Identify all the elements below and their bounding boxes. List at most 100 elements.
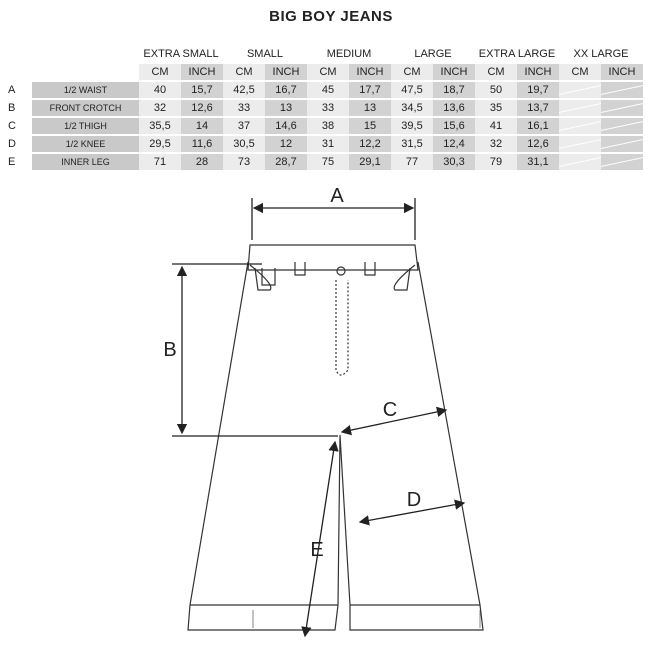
size-header: EXTRA SMALL [143, 48, 219, 60]
size-header: SMALL [246, 48, 284, 60]
label-b: B [163, 339, 176, 361]
label-e: E [310, 539, 323, 561]
value-cell: 32 [475, 136, 517, 152]
value-cell: 19,7 [517, 82, 559, 98]
value-cell: 77 [391, 154, 433, 170]
value-cell [559, 136, 601, 152]
value-cell: 14,6 [265, 118, 307, 134]
value-cell: 73 [223, 154, 265, 170]
label-c: C [383, 399, 397, 421]
unit-header-row: CM INCH CM INCH CM INCH CM INCH CM INCH CM INCH [6, 64, 643, 80]
value-cell: 42,5 [223, 82, 265, 98]
value-cell: 18,7 [433, 82, 475, 98]
value-cell: 15 [349, 118, 391, 134]
row-label: 1/2 WAIST [32, 82, 139, 98]
value-cell: 12,6 [181, 100, 223, 116]
value-cell [601, 154, 643, 170]
unit-header: INCH [349, 64, 391, 80]
value-cell: 40 [139, 82, 181, 98]
value-cell: 13,6 [433, 100, 475, 116]
value-cell: 39,5 [391, 118, 433, 134]
value-cell: 14 [181, 118, 223, 134]
value-cell [559, 82, 601, 98]
value-cell: 30,3 [433, 154, 475, 170]
chart-title: BIG BOY JEANS [269, 8, 393, 25]
table-row: A 1/2 WAIST 40 15,7 42,5 16,7 45 17,7 47,5 18,7 50… [6, 82, 643, 98]
unit-header: INCH [181, 64, 223, 80]
size-header: MEDIUM [326, 48, 372, 60]
value-cell: 31,5 [391, 136, 433, 152]
unit-header: CM [223, 64, 265, 80]
value-cell [559, 118, 601, 134]
unit-header: CM [139, 64, 181, 80]
value-cell: 75 [307, 154, 349, 170]
row-label: 1/2 THIGH [32, 118, 139, 134]
value-cell: 16,7 [265, 82, 307, 98]
value-cell: 12,4 [433, 136, 475, 152]
value-cell: 33 [307, 100, 349, 116]
table-row: E INNER LEG 71 28 73 28,7 75 29,1 77 30,3 79 31,1 [6, 154, 643, 170]
value-cell [559, 100, 601, 116]
unit-header: INCH [265, 64, 307, 80]
row-letter: A [8, 84, 16, 96]
value-cell: 50 [475, 82, 517, 98]
value-cell: 12 [265, 136, 307, 152]
value-cell: 29,1 [349, 154, 391, 170]
value-cell: 71 [139, 154, 181, 170]
unit-header: CM [391, 64, 433, 80]
value-cell: 29,5 [139, 136, 181, 152]
value-cell [601, 118, 643, 134]
value-cell: 32 [139, 100, 181, 116]
label-a: A [330, 185, 344, 207]
value-cell [601, 100, 643, 116]
value-cell: 12,2 [349, 136, 391, 152]
value-cell: 41 [475, 118, 517, 134]
size-table: EXTRA SMALL SMALL MEDIUM LARGE EXTRA LARGE XX… [6, 44, 643, 172]
value-cell: 12,6 [517, 136, 559, 152]
unit-header: INCH [601, 64, 643, 80]
unit-header: CM [307, 64, 349, 80]
value-cell: 33 [223, 100, 265, 116]
jeans-outline [187, 244, 484, 631]
label-d: D [407, 489, 421, 511]
unit-header: CM [559, 64, 601, 80]
value-cell: 13 [265, 100, 307, 116]
value-cell: 11,6 [181, 136, 223, 152]
unit-header: CM [475, 64, 517, 80]
value-cell [559, 154, 601, 170]
value-cell: 13,7 [517, 100, 559, 116]
unit-header: INCH [433, 64, 475, 80]
value-cell: 35 [475, 100, 517, 116]
row-letter: D [8, 138, 16, 150]
value-cell [601, 82, 643, 98]
value-cell: 30,5 [223, 136, 265, 152]
value-cell: 35,5 [139, 118, 181, 134]
value-cell: 15,6 [433, 118, 475, 134]
table-row: C 1/2 THIGH 35,5 14 37 14,6 38 15 39,5 15,6 41 16,1 [6, 118, 643, 134]
value-cell: 28,7 [265, 154, 307, 170]
value-cell: 47,5 [391, 82, 433, 98]
row-label: INNER LEG [32, 154, 139, 170]
value-cell: 34,5 [391, 100, 433, 116]
row-label: 1/2 KNEE [32, 136, 139, 152]
value-cell: 13 [349, 100, 391, 116]
value-cell: 17,7 [349, 82, 391, 98]
value-cell: 45 [307, 82, 349, 98]
size-header: EXTRA LARGE [478, 48, 556, 60]
size-header: LARGE [414, 48, 452, 60]
value-cell: 79 [475, 154, 517, 170]
value-cell: 37 [223, 118, 265, 134]
value-cell: 31 [307, 136, 349, 152]
row-label: FRONT CROTCH [32, 100, 139, 116]
measurement-arrows [172, 198, 466, 638]
value-cell: 16,1 [517, 118, 559, 134]
value-cell [601, 136, 643, 152]
unit-header: INCH [517, 64, 559, 80]
value-cell: 28 [181, 154, 223, 170]
value-cell: 38 [307, 118, 349, 134]
row-letter: E [8, 156, 16, 168]
size-header: XX LARGE [573, 48, 629, 60]
value-cell: 15,7 [181, 82, 223, 98]
size-header-row: EXTRA SMALL SMALL MEDIUM LARGE EXTRA LARGE XX… [6, 46, 643, 62]
